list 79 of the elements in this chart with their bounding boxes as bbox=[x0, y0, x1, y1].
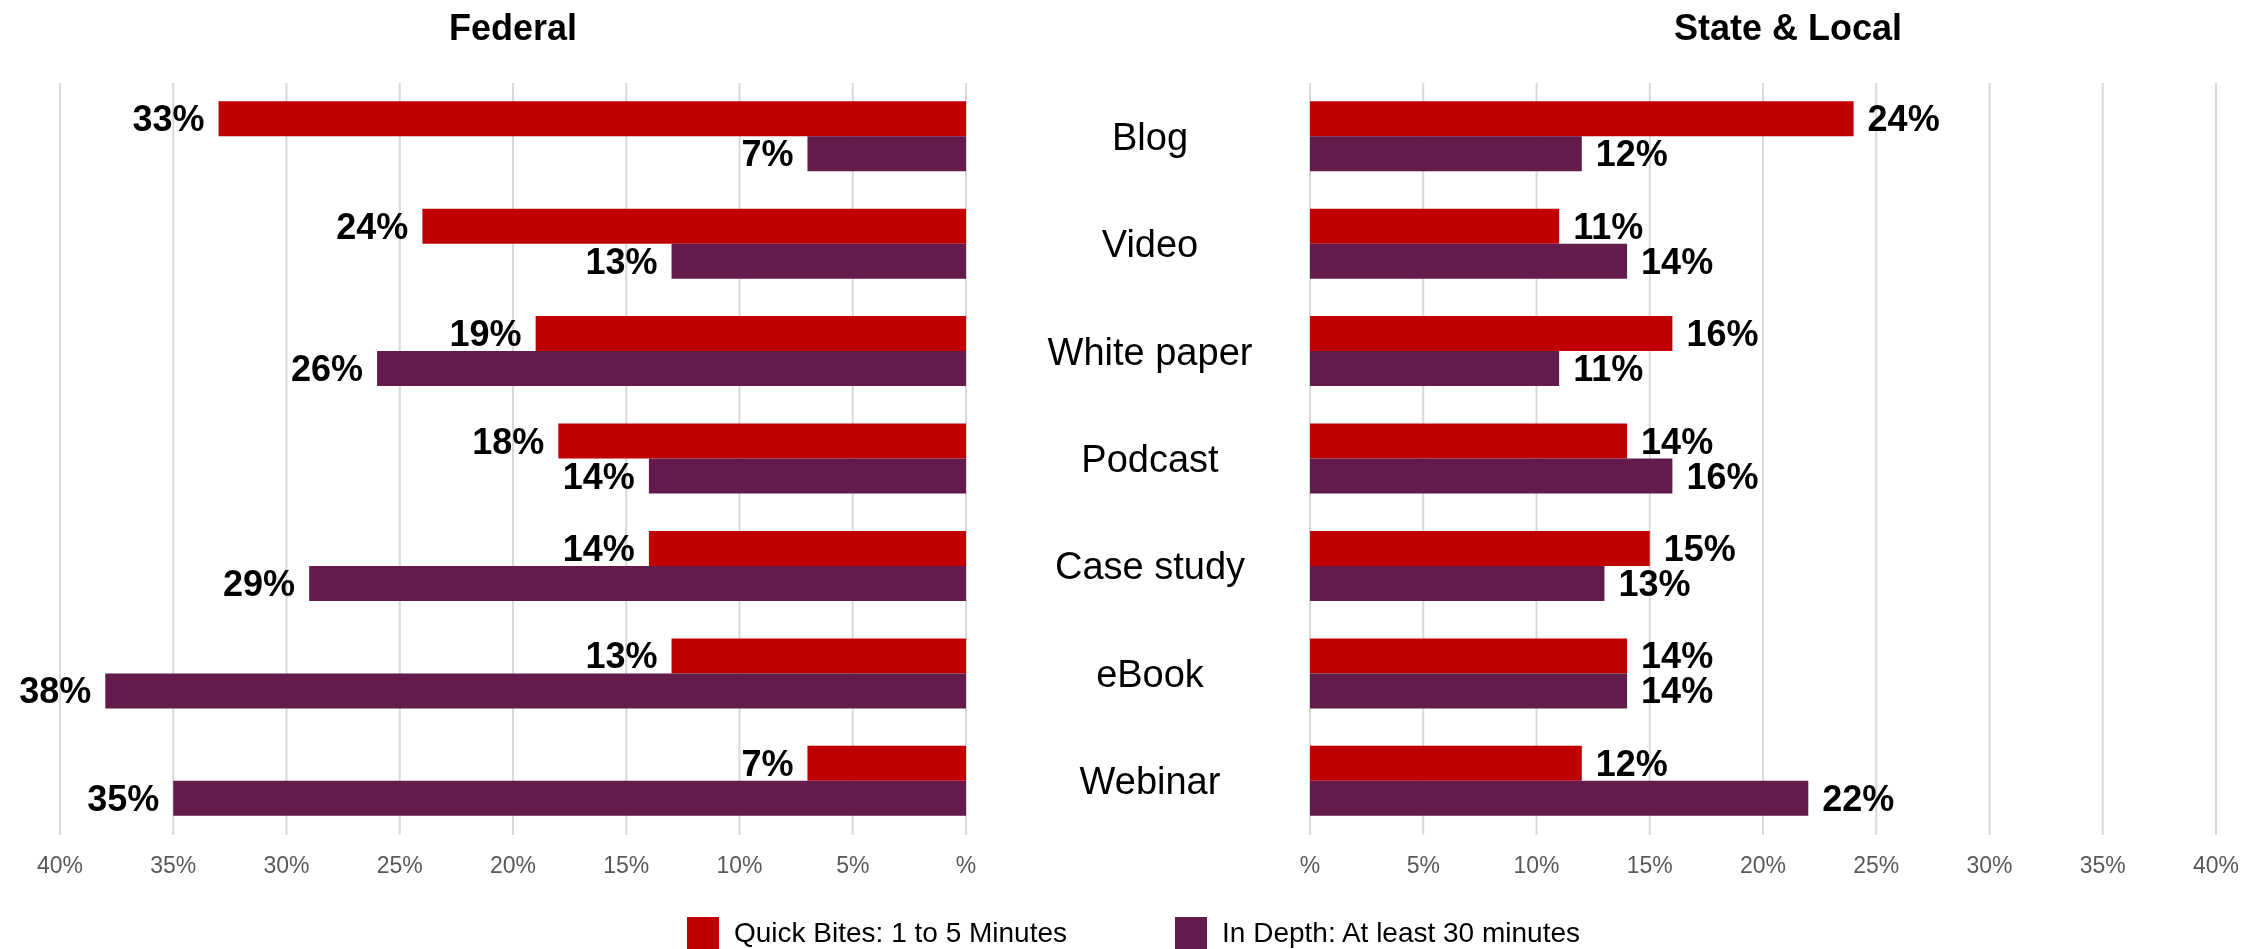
bar bbox=[1310, 565, 1605, 601]
chart-title: Federal bbox=[447, 6, 579, 50]
bar bbox=[1310, 458, 1673, 494]
bar bbox=[1310, 136, 1582, 172]
data-label: 18% bbox=[472, 420, 545, 462]
data-label: 29% bbox=[223, 562, 296, 604]
bar bbox=[218, 101, 966, 137]
bar bbox=[1310, 243, 1628, 279]
bar bbox=[807, 136, 966, 172]
y-tick-label: Blog bbox=[1111, 115, 1189, 158]
y-tick-label: Podcast bbox=[1081, 438, 1220, 480]
x-tick-label: 5% bbox=[836, 852, 870, 879]
x-tick-label: 40% bbox=[2192, 852, 2240, 879]
x-tick-label: % bbox=[955, 852, 977, 879]
data-label: 24% bbox=[1867, 98, 1940, 140]
x-tick-label: 35% bbox=[150, 852, 197, 879]
data-label: 35% bbox=[87, 777, 160, 819]
data-label: 33% bbox=[132, 98, 205, 140]
data-label: 12% bbox=[1595, 742, 1668, 784]
x-tick-label: 40% bbox=[36, 852, 84, 879]
bar bbox=[671, 638, 966, 674]
bar bbox=[1310, 316, 1673, 352]
x-tick-label: 35% bbox=[2079, 852, 2126, 879]
data-label: 7% bbox=[741, 742, 794, 784]
x-tick-label: 25% bbox=[1853, 852, 1900, 879]
x-tick-label: 20% bbox=[1739, 852, 1787, 879]
x-tick-label: 5% bbox=[1406, 852, 1440, 879]
data-label: 19% bbox=[449, 313, 522, 355]
data-label: 24% bbox=[336, 205, 409, 247]
bar bbox=[1310, 423, 1628, 459]
bar bbox=[558, 423, 966, 459]
bar bbox=[1310, 101, 1854, 137]
bar bbox=[377, 351, 966, 387]
data-label: 11% bbox=[1573, 348, 1644, 390]
bar bbox=[1310, 351, 1560, 387]
data-label: 12% bbox=[1595, 133, 1668, 175]
y-tick-label: Webinar bbox=[1079, 760, 1221, 803]
data-label: 16% bbox=[1686, 313, 1759, 355]
x-tick-label: 30% bbox=[263, 852, 310, 879]
data-label: 7% bbox=[741, 133, 794, 175]
y-tick-label: Video bbox=[1101, 223, 1199, 266]
data-label: 13% bbox=[585, 240, 658, 282]
bar bbox=[535, 316, 966, 352]
data-label: 14% bbox=[562, 527, 635, 569]
y-tick-label: Case study bbox=[1054, 545, 1246, 588]
data-label: 14% bbox=[562, 455, 635, 497]
x-tick-label: 15% bbox=[603, 852, 650, 879]
chart-title: State & Local bbox=[1672, 6, 1904, 50]
legend-label: In Depth: At least 30 minutes bbox=[1222, 917, 1581, 949]
bar bbox=[671, 243, 966, 279]
bar bbox=[1310, 673, 1628, 709]
bar bbox=[1310, 780, 1809, 816]
bar bbox=[1310, 745, 1582, 781]
bar bbox=[173, 780, 966, 816]
x-tick-label: 25% bbox=[376, 852, 423, 879]
bar bbox=[1310, 530, 1650, 566]
bar bbox=[309, 565, 966, 601]
bar bbox=[648, 458, 966, 494]
bar bbox=[648, 530, 966, 566]
bar bbox=[105, 673, 966, 709]
legend-label: Quick Bites: 1 to 5 Minutes bbox=[733, 917, 1068, 949]
bar bbox=[422, 208, 966, 244]
x-tick-label: 10% bbox=[1513, 852, 1560, 879]
x-tick-label: 15% bbox=[1626, 852, 1673, 879]
data-label: 38% bbox=[19, 670, 92, 712]
data-label: 11% bbox=[1573, 205, 1644, 247]
x-tick-label: 30% bbox=[1966, 852, 2013, 879]
data-label: 14% bbox=[1641, 240, 1714, 282]
y-tick-label: eBook bbox=[1096, 652, 1205, 695]
x-tick-label: % bbox=[1299, 852, 1321, 879]
x-tick-label: 20% bbox=[489, 852, 537, 879]
y-tick-label: White paper bbox=[1047, 330, 1253, 373]
bar bbox=[807, 745, 966, 781]
x-tick-label: 10% bbox=[716, 852, 763, 879]
bar bbox=[1310, 208, 1560, 244]
data-label: 13% bbox=[585, 635, 658, 677]
bar bbox=[1310, 638, 1628, 674]
data-label: 26% bbox=[291, 348, 364, 390]
data-label: 22% bbox=[1822, 777, 1895, 819]
